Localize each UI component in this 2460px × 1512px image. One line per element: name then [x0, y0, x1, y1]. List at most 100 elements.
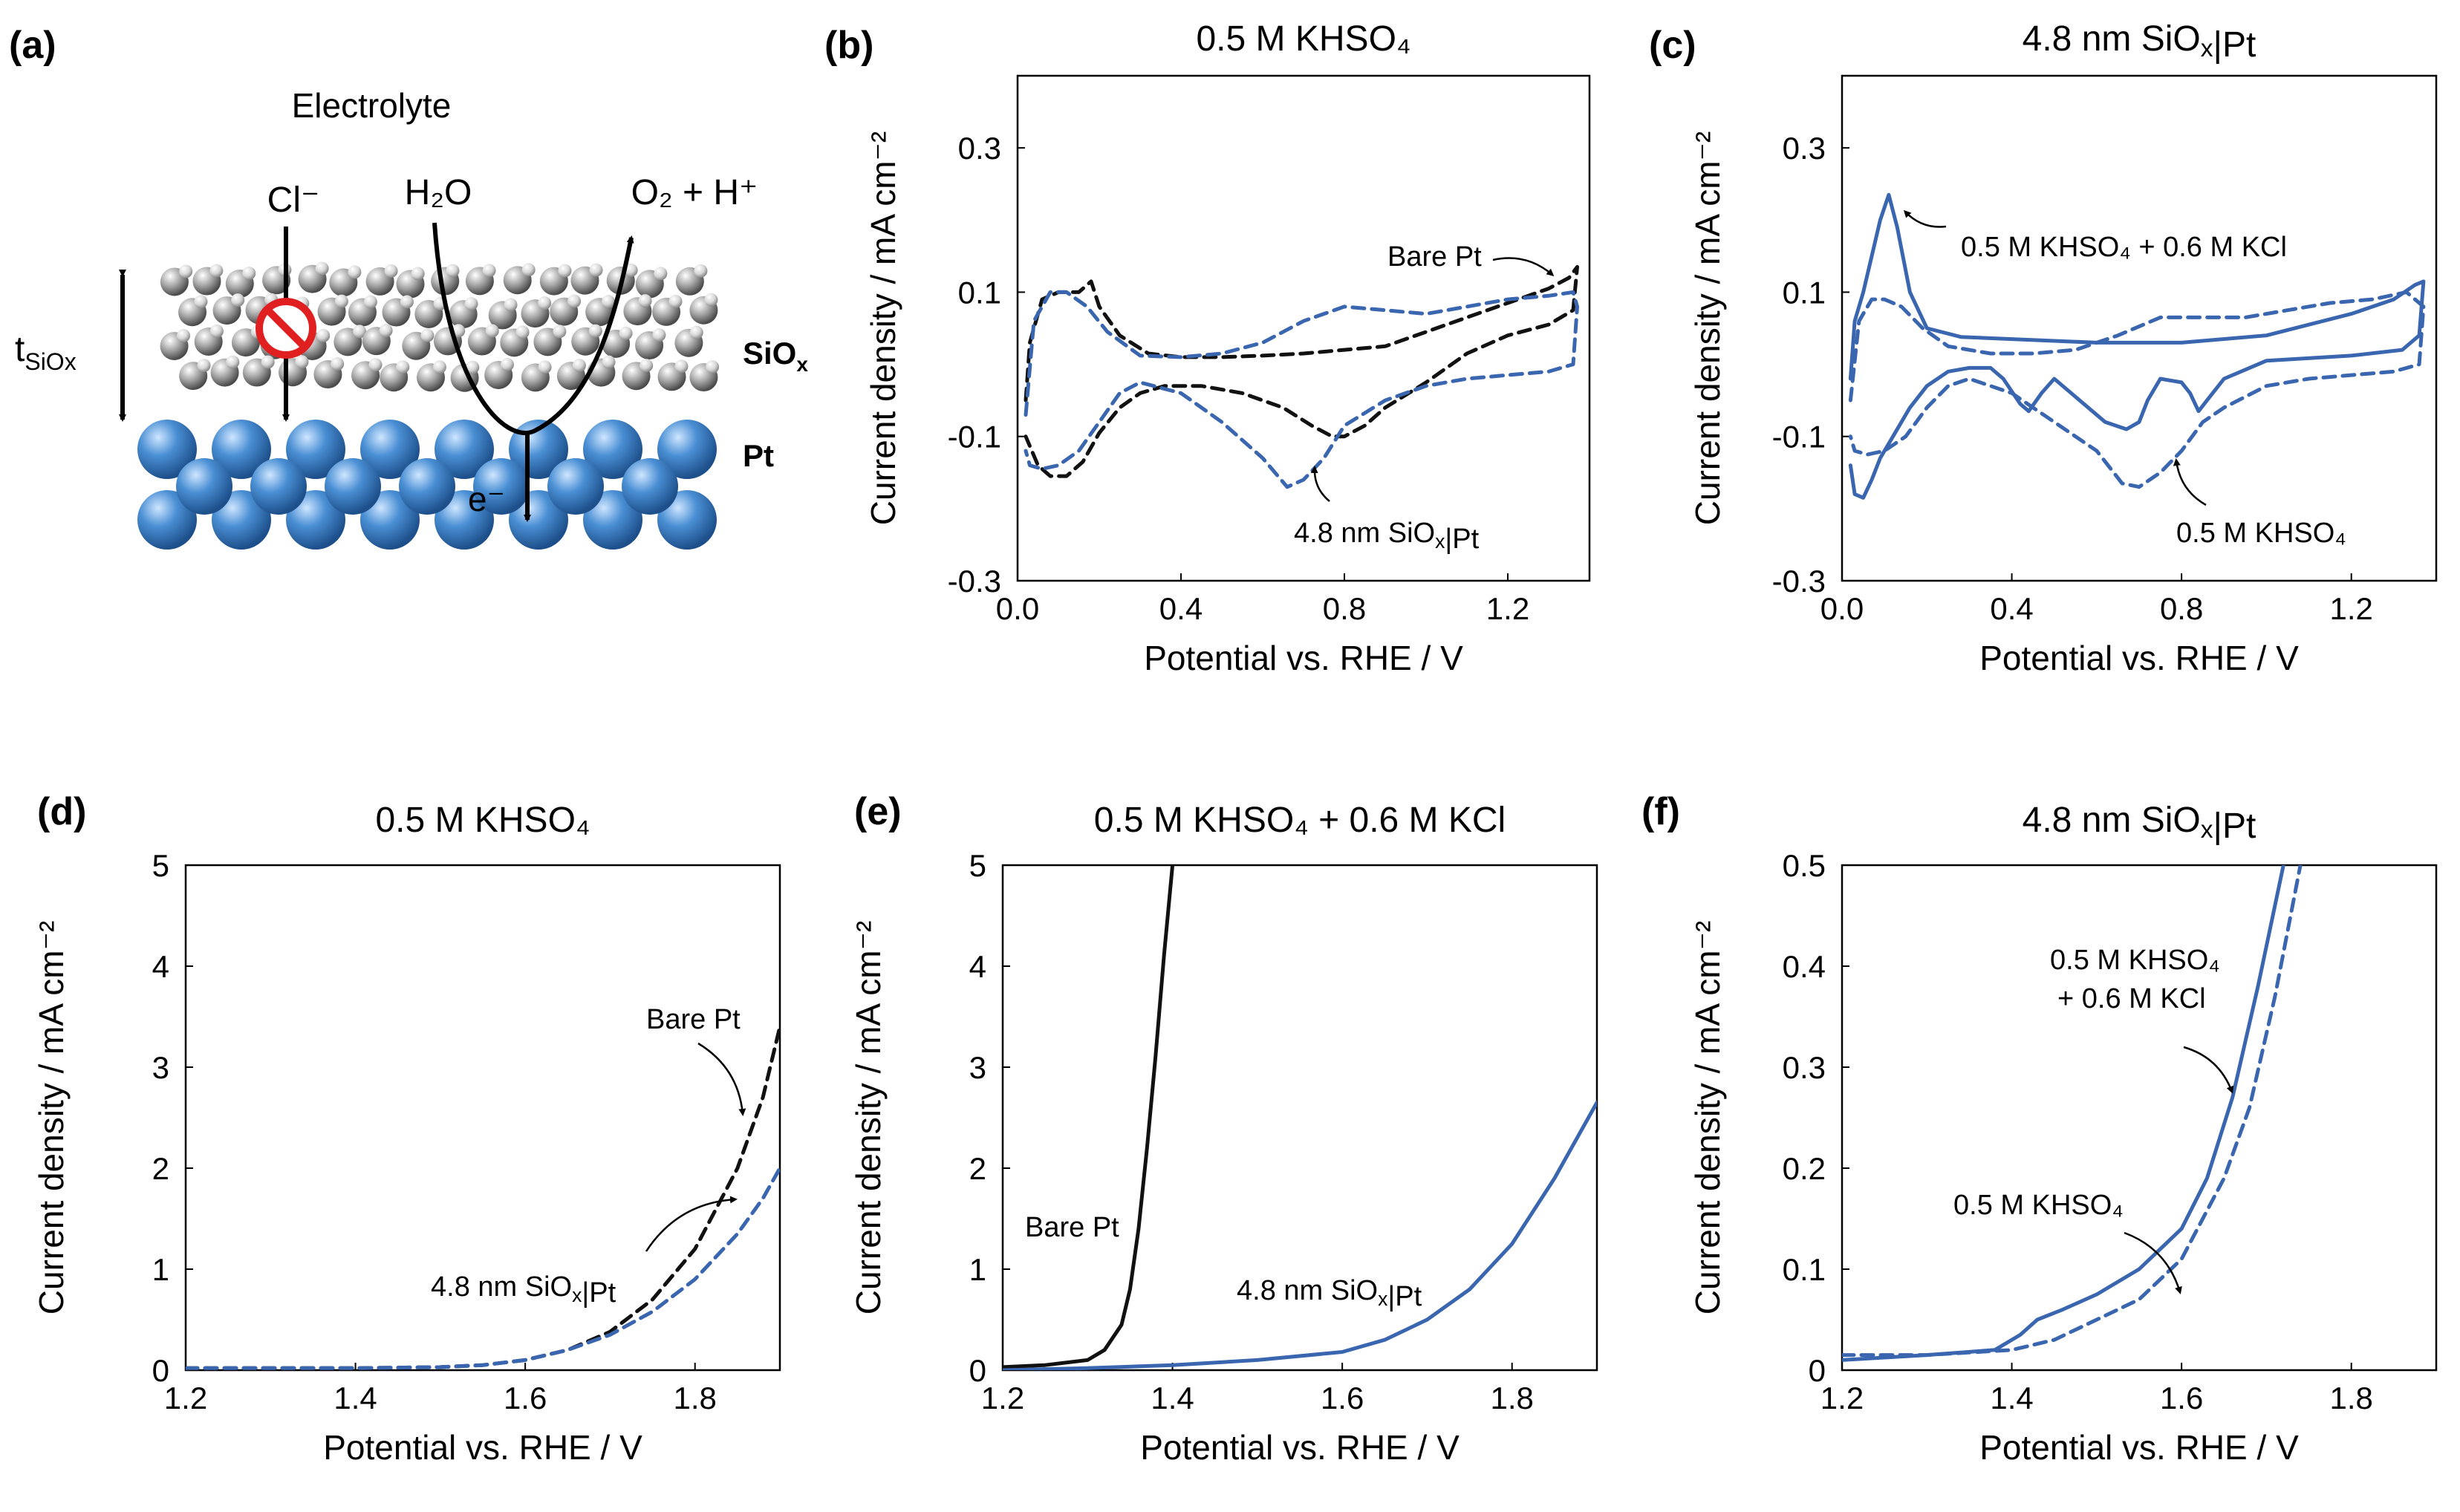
y-axis-label: Current density / mA cm⁻² [32, 921, 71, 1314]
o-atom [538, 360, 552, 374]
o-atom [464, 297, 478, 311]
o-atom [482, 264, 496, 278]
annotation-arrow [1492, 257, 1555, 276]
x-axis-label: Potential vs. RHE / V [1144, 639, 1463, 677]
x-tick-label: 1.6 [504, 1381, 547, 1415]
pt-atom [622, 458, 678, 515]
x-tick-label: 1.2 [164, 1381, 207, 1415]
x-axis-label: Potential vs. RHE / V [1979, 1428, 2299, 1467]
o-atom [334, 294, 348, 308]
o-atom [209, 264, 224, 278]
annotation-label: 4.8 nm SiOx|Pt [431, 1271, 616, 1309]
o-atom [638, 294, 652, 308]
o-atom [242, 267, 256, 281]
series-line-1 [186, 1025, 780, 1370]
o-atom [226, 355, 240, 369]
o-atom [515, 325, 530, 339]
panel-letter-f: (f) [1641, 790, 1680, 833]
y-tick-label: 2 [152, 1151, 169, 1186]
o-atom [411, 267, 425, 281]
pt-atom [657, 490, 717, 550]
annotation-arrow [645, 1196, 738, 1252]
y-tick-label: 0.3 [958, 131, 1001, 166]
x-tick-label: 1.2 [1486, 591, 1529, 626]
x-tick-label: 1.6 [1321, 1381, 1364, 1415]
o-atom [668, 294, 683, 308]
o-atom [446, 264, 460, 278]
blocked-icon [256, 298, 316, 359]
panel-letter-a: (a) [9, 24, 56, 67]
o-atom [368, 358, 383, 372]
pt-label: Pt [743, 438, 774, 473]
o-atom [485, 324, 499, 338]
pt-atom [137, 490, 197, 550]
y-tick-label: 0.1 [958, 275, 1001, 310]
x-axis-label: Potential vs. RHE / V [1140, 1428, 1460, 1467]
schematic-illustration: Electrolyte tSiOx Cl⁻ H₂O O₂ + H⁺ e⁻ SiO… [15, 86, 808, 550]
x-tick-label: 1.6 [2160, 1381, 2203, 1415]
x-tick-label: 0.8 [1323, 591, 1366, 626]
o-atom [316, 328, 331, 342]
y-tick-label: 0.4 [1783, 949, 1826, 984]
pt-atom [583, 420, 642, 479]
chart-title: 0.5 M KHSO₄ [375, 801, 590, 840]
y-tick-label: 0.3 [1783, 1050, 1826, 1085]
thickness-label: tSiOx [15, 330, 77, 375]
series-line-2 [1848, 290, 2426, 489]
annotation-label: Bare Pt [1025, 1212, 1119, 1243]
y-tick-label: -0.1 [948, 420, 1001, 454]
panel-letter-c: (c) [1649, 24, 1696, 67]
electron-label: e⁻ [468, 480, 505, 518]
o-atom [602, 295, 616, 309]
x-tick-label: 1.4 [333, 1381, 377, 1415]
series-line-1 [1024, 264, 1579, 478]
chart-title: 0.5 M KHSO₄ + 0.6 M KCl [1094, 801, 1506, 840]
y-axis-label: Current density / mA cm⁻² [864, 131, 902, 525]
chart-2: 4.8 nm SiOx|Pt 0.0 0.4 0.8 1.2 -0.3 -0.1 0.1 0.3… [1688, 19, 2438, 677]
o-atom [504, 298, 518, 312]
annotation-label: Bare Pt [1387, 241, 1482, 273]
y-tick-label: 5 [969, 848, 986, 883]
x-tick-label: 1.2 [2330, 591, 2373, 626]
chloride-label: Cl⁻ [267, 180, 320, 220]
pt-atom [399, 458, 455, 515]
o-atom [384, 264, 398, 278]
o-atom [704, 293, 718, 307]
annotation-label: 0.5 M KHSO₄ + 0.6 M KCl [1961, 232, 2287, 263]
o-atom [538, 296, 552, 310]
y-tick-label: 1 [969, 1252, 986, 1287]
x-tick-label: 1.8 [1491, 1381, 1534, 1415]
annotation-label: 4.8 nm SiOx|Pt [1294, 518, 1480, 555]
y-tick-label: 4 [969, 949, 986, 984]
chart-3: 0.5 M KHSO₄ 1.2 1.4 1.6 1.8 0 1 2 3 4 5 Potential v… [32, 801, 781, 1467]
x-tick-label: 1.2 [1820, 1381, 1864, 1415]
o-atom [689, 325, 703, 339]
plot-frame [1841, 74, 2438, 582]
o-atom [315, 261, 329, 276]
o-atom [640, 359, 654, 373]
pt-atom [473, 458, 530, 515]
x-axis-label: Potential vs. RHE / V [1979, 639, 2299, 677]
series-line-1 [1848, 192, 2426, 500]
x-tick-label: 0.4 [1990, 591, 2033, 626]
pt-atom [286, 420, 345, 479]
o-atom [432, 360, 446, 374]
o-atom [177, 328, 191, 342]
y-axis-label: Current density / mA cm⁻² [1688, 131, 1727, 525]
siox-layer [160, 261, 720, 392]
pt-atom [250, 458, 307, 515]
y-tick-label: 4 [152, 949, 169, 984]
o-atom [553, 325, 567, 339]
o-atom [348, 265, 362, 279]
annotation-arrow [2124, 1231, 2182, 1294]
y-tick-label: 0 [969, 1353, 986, 1388]
chart-1: 0.5 M KHSO₄ 0.0 0.4 0.8 1.2 -0.3 -0.1 0.1 0.3 Pot… [864, 19, 1591, 677]
pt-atom [212, 490, 271, 550]
panel-letter-d: (d) [37, 790, 86, 833]
plot-frame [184, 864, 781, 1372]
y-tick-label: -0.3 [1772, 564, 1826, 599]
series-line-2 [1003, 1101, 1597, 1370]
y-tick-label: 0.1 [1783, 275, 1826, 310]
series-line-2 [186, 1166, 780, 1370]
